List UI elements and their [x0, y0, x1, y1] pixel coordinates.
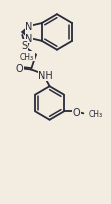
Text: O: O — [16, 64, 23, 74]
Text: NH: NH — [38, 71, 53, 81]
Text: S: S — [21, 41, 27, 51]
Text: N: N — [25, 34, 33, 44]
Text: CH₃: CH₃ — [20, 52, 34, 61]
Text: N: N — [25, 22, 33, 32]
Text: CH₃: CH₃ — [88, 109, 102, 118]
Text: O: O — [73, 108, 80, 118]
